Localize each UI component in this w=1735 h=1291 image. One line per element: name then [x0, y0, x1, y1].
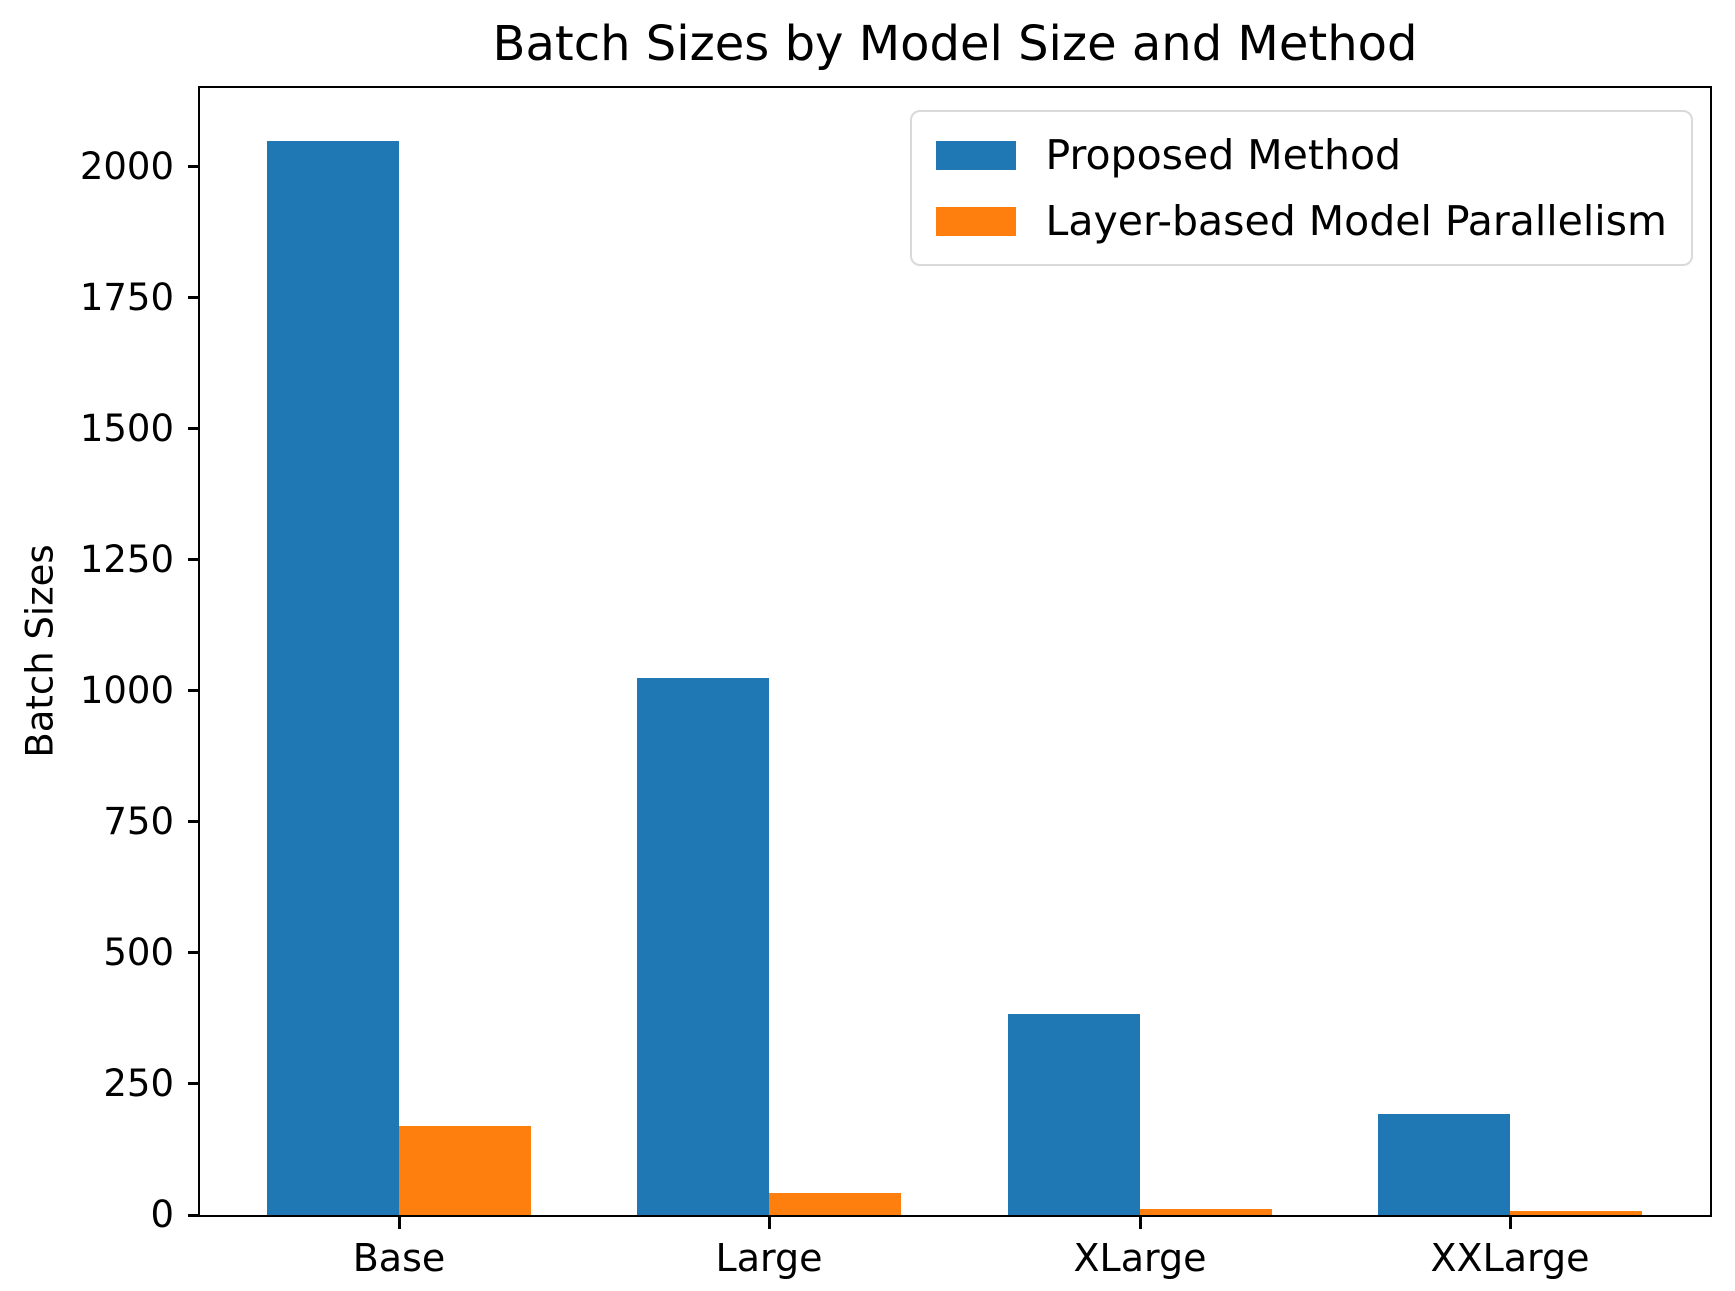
legend-label: Proposed Method: [1045, 131, 1402, 179]
bar-layer-based-model-parallelism-xlarge: [1140, 1209, 1272, 1215]
x-tick-label-large: Large: [715, 1236, 823, 1280]
legend-item: Layer-based Model Parallelism: [935, 196, 1668, 246]
bar-proposed-method-large: [637, 678, 769, 1215]
y-tick-label: 1750: [79, 275, 174, 319]
legend: Proposed Method Layer-based Model Paralle…: [909, 110, 1693, 266]
y-tick-label: 1500: [79, 406, 174, 450]
y-tick-mark: [188, 820, 198, 824]
y-tick-label: 500: [103, 930, 174, 974]
y-tick-label: 0: [150, 1193, 174, 1236]
bar-layer-based-model-parallelism-xxlarge: [1510, 1211, 1642, 1215]
y-tick-mark: [188, 165, 198, 169]
legend-item: Proposed Method: [935, 130, 1668, 180]
y-tick-mark: [188, 1082, 198, 1086]
y-tick-mark: [188, 427, 198, 431]
bar-proposed-method-xxlarge: [1378, 1114, 1510, 1215]
bar-proposed-method-base: [267, 141, 399, 1215]
bar-layer-based-model-parallelism-base: [399, 1126, 531, 1215]
x-tick-label-base: Base: [352, 1236, 446, 1280]
legend-label: Layer-based Model Parallelism: [1045, 197, 1668, 245]
x-tick-mark: [767, 1217, 771, 1229]
x-tick-label-xlarge: XLarge: [1073, 1236, 1207, 1280]
bars-layer: [200, 88, 1710, 1215]
y-tick-label: 2000: [79, 144, 174, 188]
y-tick-label: 750: [103, 799, 174, 843]
y-tick-label: 1250: [79, 537, 174, 581]
bar-layer-based-model-parallelism-large: [769, 1193, 901, 1215]
y-tick-mark: [188, 1213, 198, 1217]
plot-area: [198, 86, 1712, 1217]
y-tick-label: 250: [103, 1061, 174, 1105]
x-tick-mark: [1508, 1217, 1512, 1229]
legend-swatch-icon: [935, 140, 1016, 170]
y-tick-mark: [188, 558, 198, 562]
x-tick-label-xxlarge: XXLarge: [1430, 1236, 1590, 1280]
chart-title: Batch Sizes by Model Size and Method: [492, 16, 1418, 72]
x-tick-mark: [397, 1217, 401, 1229]
x-tick-mark: [1138, 1217, 1142, 1229]
y-tick-mark: [188, 951, 198, 955]
legend-swatch-icon: [935, 206, 1016, 236]
bar-proposed-method-xlarge: [1008, 1014, 1140, 1215]
y-tick-mark: [188, 296, 198, 300]
y-tick-mark: [188, 689, 198, 693]
y-tick-label: 1000: [79, 668, 174, 712]
